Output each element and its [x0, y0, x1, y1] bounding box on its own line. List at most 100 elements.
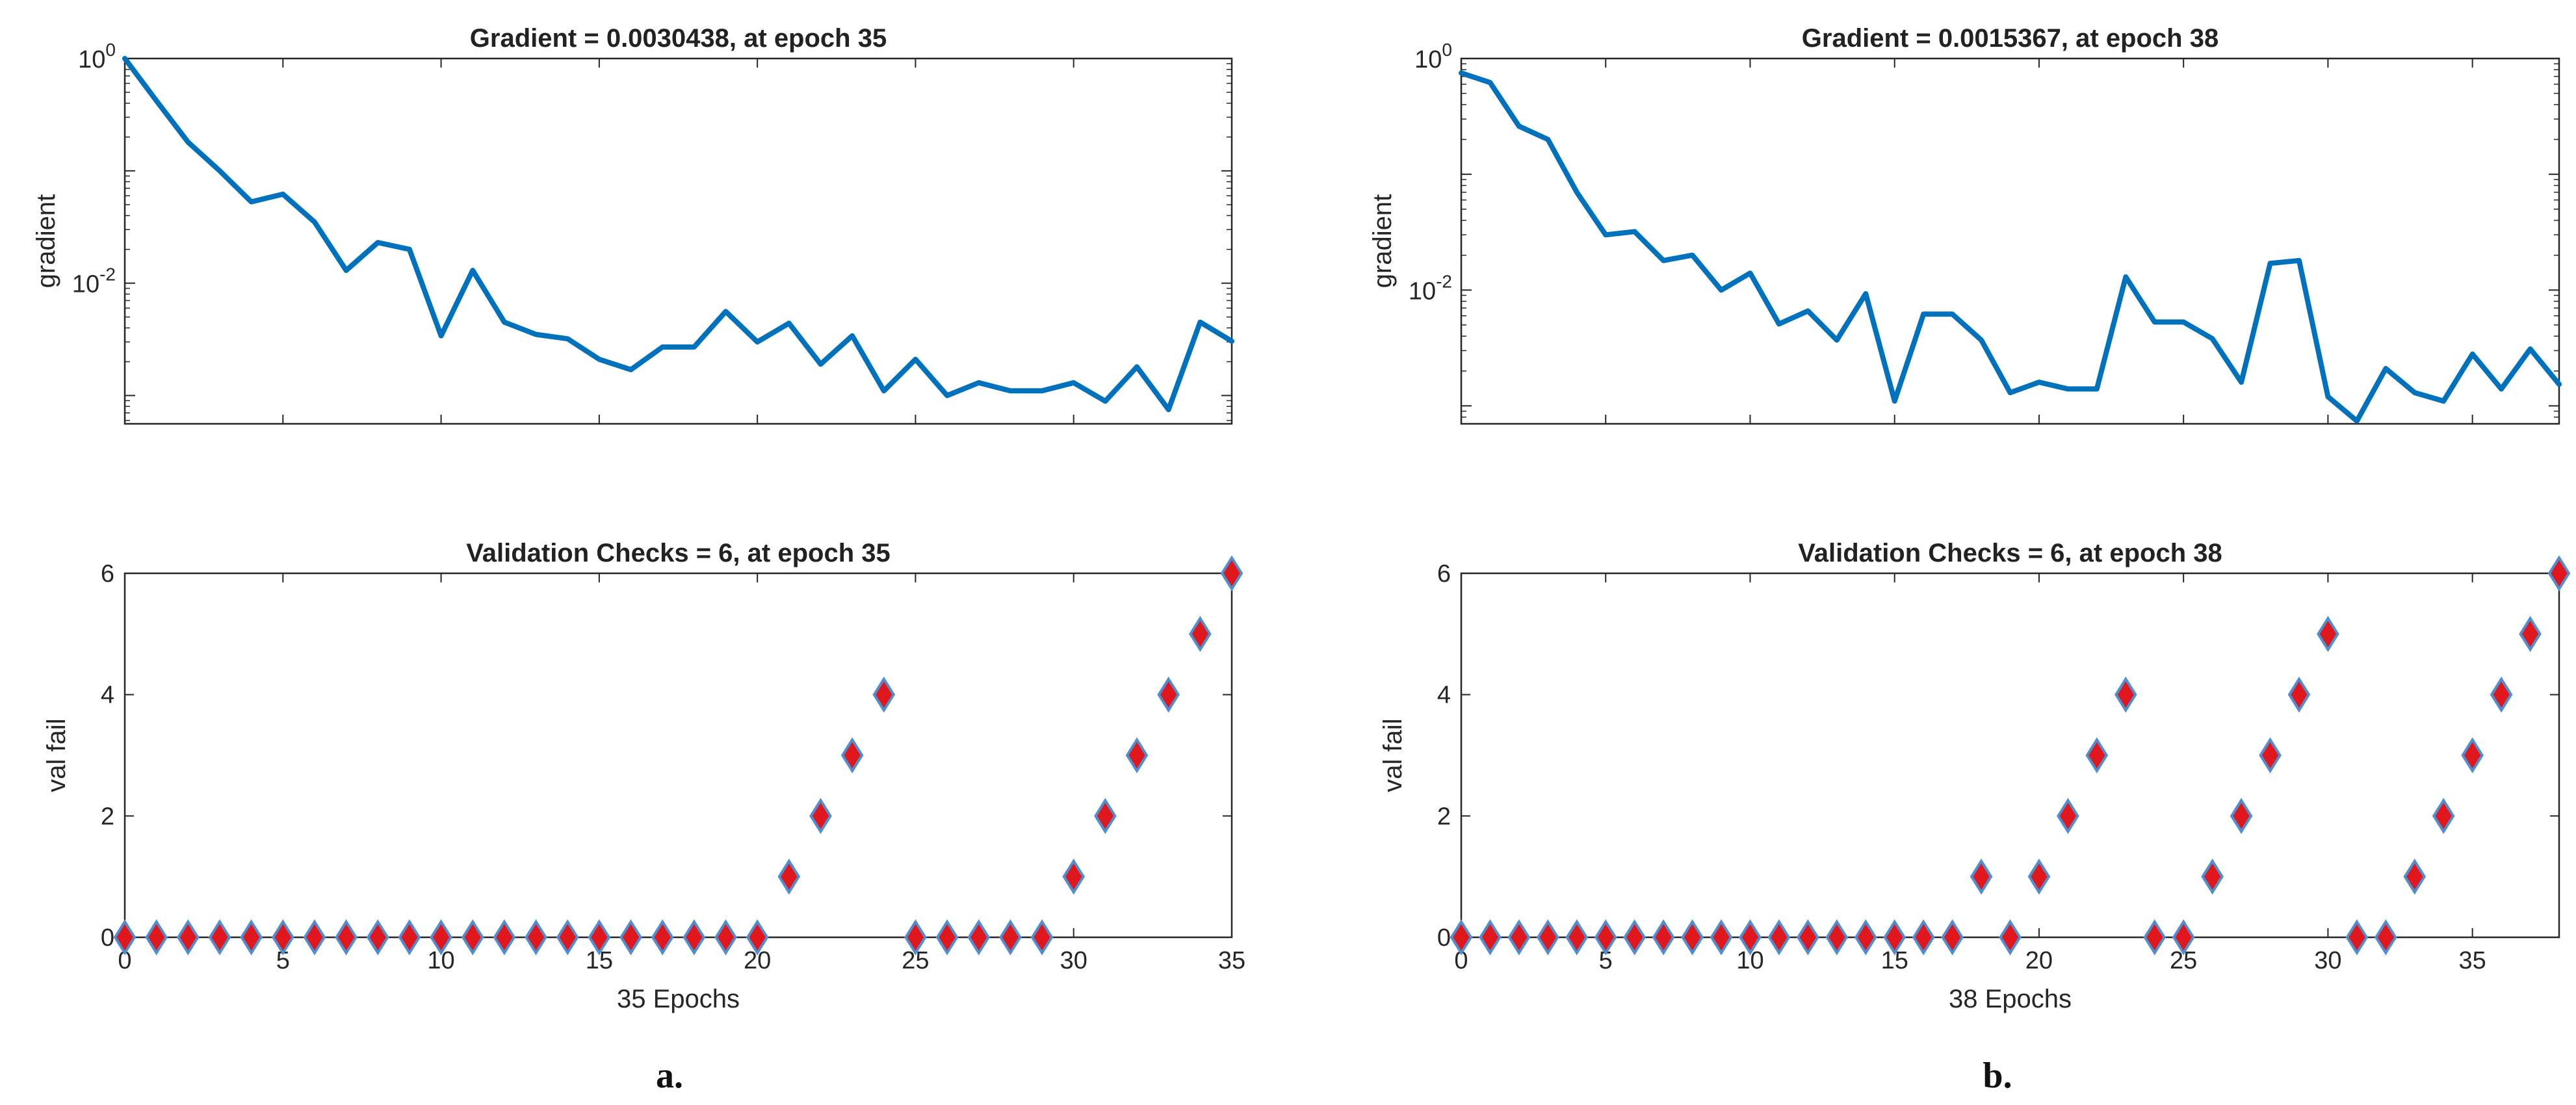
x-tick-label: 0 [118, 947, 131, 974]
val-fail-point [2057, 798, 2079, 835]
validation-ylabel: val fail [42, 718, 71, 792]
val-fail-point [2114, 676, 2137, 713]
y-tick-label: 100 [1414, 40, 1452, 73]
val-fail-point [1912, 919, 1935, 956]
val-fail-point [1536, 919, 1559, 956]
x-tick-label: 0 [1454, 947, 1468, 974]
val-fail-point [1157, 676, 1180, 713]
val-fail-point [113, 919, 137, 956]
x-tick-label: 35 [1218, 947, 1245, 974]
val-fail-point [208, 919, 231, 956]
y-tick-label: 10-2 [72, 265, 116, 298]
val-fail-point [2287, 676, 2311, 713]
val-fail-point [619, 919, 642, 956]
val-fail-point [904, 919, 927, 956]
validation-a-axes-box [124, 572, 1233, 939]
y-tick-exponent: -2 [1436, 271, 1452, 291]
val-fail-point [588, 919, 611, 956]
val-fail-point [1450, 919, 1473, 956]
val-fail-point [1767, 919, 1791, 956]
validation-xlabel: 35 Epochs [617, 985, 740, 1013]
val-fail-point [303, 919, 326, 956]
val-fail-point [1681, 919, 1704, 956]
y-tick-label: 2 [101, 803, 114, 830]
y-tick-label: 6 [1437, 560, 1451, 588]
val-fail-point [1507, 919, 1531, 956]
validation-title: Validation Checks = 6, at epoch 35 [466, 539, 890, 567]
val-fail-point [2490, 676, 2513, 713]
val-fail-point [1999, 919, 2022, 956]
val-fail-point [2432, 798, 2455, 835]
panel-caption-a: a. [656, 1056, 683, 1096]
val-fail-point [1188, 616, 1212, 653]
y-tick-label: 0 [1437, 924, 1451, 952]
y-tick-base: 10 [78, 46, 105, 73]
y-tick-label: 4 [1437, 682, 1451, 709]
val-fail-point [651, 919, 674, 956]
val-fail-point [2374, 919, 2397, 956]
val-fail-point [2345, 919, 2369, 956]
val-fail-point [525, 919, 547, 956]
val-fail-point [398, 919, 421, 956]
val-fail-point [556, 919, 579, 956]
x-tick-label: 20 [2025, 947, 2053, 974]
val-fail-point [2085, 737, 2109, 774]
val-fail-point [2143, 919, 2166, 956]
y-tick-exponent: 0 [1442, 40, 1452, 60]
y-tick-label: 0 [101, 924, 114, 952]
validation-xlabel: 38 Epochs [1949, 985, 2072, 1013]
val-fail-point [1652, 919, 1675, 956]
val-fail-point [176, 919, 200, 956]
gradient-a-axes-box [124, 57, 1233, 425]
y-tick-label: 10-2 [1409, 271, 1452, 305]
y-tick-label: 4 [101, 682, 114, 709]
val-fail-point [1094, 798, 1117, 835]
val-fail-point [2547, 555, 2571, 592]
val-fail-point [1825, 919, 1849, 956]
val-fail-point [2519, 616, 2542, 653]
val-fail-point [240, 919, 263, 956]
val-fail-point [366, 919, 389, 956]
val-fail-point [840, 737, 864, 774]
x-tick-label: 30 [1060, 947, 1087, 974]
val-fail-point [1594, 919, 1617, 956]
val-fail-point [2259, 737, 2282, 774]
x-tick-label: 5 [1599, 947, 1613, 974]
val-fail-point [2461, 737, 2484, 774]
val-fail-point [809, 798, 832, 835]
val-fail-point [1565, 919, 1589, 956]
y-tick-base: 10 [1409, 278, 1436, 305]
y-tick-label: 6 [101, 560, 114, 588]
x-tick-label: 5 [276, 947, 290, 974]
val-fail-point [1479, 919, 1502, 956]
y-tick-exponent: 0 [105, 40, 116, 60]
val-fail-point [2027, 858, 2051, 895]
val-fail-point [967, 919, 991, 956]
val-fail-point [493, 919, 516, 956]
gradient-ylabel: gradient [32, 194, 60, 289]
validation-ylabel: val fail [1379, 718, 1407, 792]
val-fail-point [1970, 858, 1993, 895]
val-fail-point [1623, 919, 1646, 956]
gradient-b-axes-box [1460, 57, 2560, 425]
val-fail-point [335, 919, 358, 956]
val-fail-point [2201, 858, 2224, 895]
val-fail-point [461, 919, 484, 956]
val-fail-point [145, 919, 168, 956]
y-tick-label: 100 [78, 40, 116, 73]
val-fail-point [999, 919, 1022, 956]
val-fail-point [746, 919, 769, 956]
validation-title: Validation Checks = 6, at epoch 38 [1798, 539, 2222, 567]
val-fail-point [872, 676, 896, 713]
gradient-title: Gradient = 0.0030438, at epoch 35 [470, 24, 887, 53]
val-fail-point [683, 919, 706, 956]
val-fail-point [2230, 798, 2253, 835]
panel-caption-b: b. [1983, 1056, 2012, 1096]
val-fail-point [2403, 858, 2426, 895]
val-fail-point [1854, 919, 1877, 956]
gradient-plot-a: 100 10-2 Gradient = 0.0030438, at epoch 35… [32, 24, 1234, 425]
